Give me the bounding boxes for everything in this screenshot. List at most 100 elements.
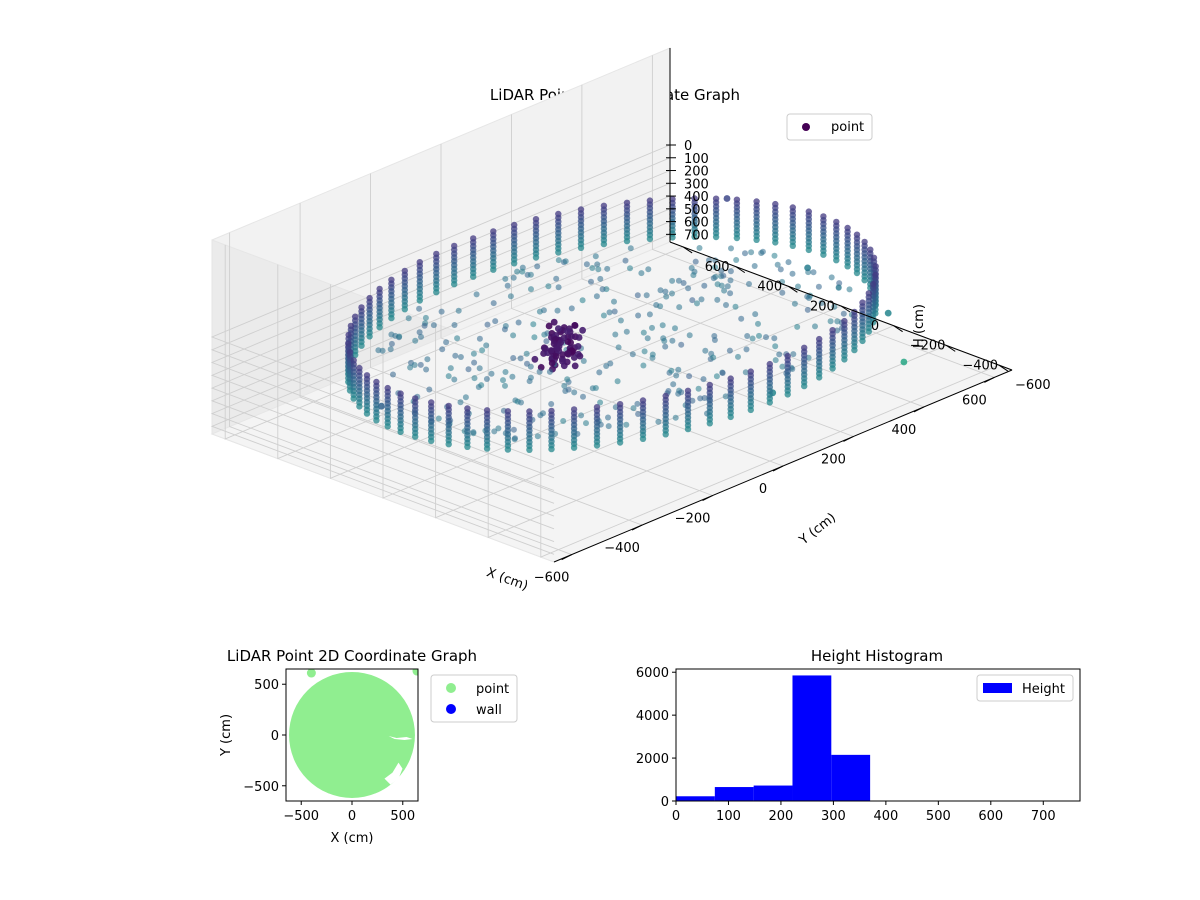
point-3d — [727, 290, 734, 297]
point-3d — [657, 287, 664, 294]
point-3d — [462, 394, 469, 401]
point-3d — [592, 385, 599, 391]
point-3d — [668, 367, 675, 374]
point-3d — [738, 315, 745, 322]
point-3d — [721, 287, 728, 294]
histogram-bar — [792, 675, 832, 801]
point-3d — [776, 351, 783, 358]
point-3d — [596, 369, 603, 376]
point-3d — [545, 322, 553, 330]
point-3d — [561, 382, 568, 389]
point-3d — [445, 373, 452, 380]
point-3d — [635, 411, 642, 417]
chart-3d-axes: −600 −400 −200 0 200 400 600 −600 −400 −200 0 200 40… — [534, 48, 1051, 586]
point-3d — [435, 415, 442, 422]
point-3d — [519, 268, 526, 275]
point-3d — [604, 265, 611, 272]
x-tick-label: −400 — [604, 541, 640, 556]
point-3d — [373, 417, 380, 424]
point-3d — [771, 335, 778, 342]
point-3d — [545, 283, 552, 290]
point-3d — [471, 359, 478, 366]
point-3d — [840, 310, 847, 317]
point-3d — [772, 239, 779, 246]
point-3d — [611, 298, 617, 305]
point-disc-2d — [289, 672, 415, 798]
grid-line-x — [299, 203, 643, 526]
point-3d — [794, 323, 801, 330]
histogram-bar — [831, 754, 871, 801]
point-3d — [675, 390, 682, 397]
histogram-legend: Height — [976, 674, 1074, 702]
point-3d — [526, 446, 533, 453]
x-tick-label-2d: 500 — [390, 809, 415, 824]
point-3d — [473, 291, 480, 298]
point-3d — [710, 275, 717, 282]
y-tick-mark — [788, 285, 798, 293]
chart-2d-legend-marker-point — [446, 683, 456, 693]
z-tick-label: 0 — [684, 139, 692, 154]
chart-height-histogram: Height Histogram 0 100 200 300 400 500 600 7000… — [636, 647, 1081, 824]
point-3d — [662, 343, 669, 350]
point-3d — [635, 312, 642, 319]
point-3d — [742, 369, 749, 376]
point-3d — [554, 307, 561, 314]
point-3d — [735, 353, 741, 360]
point-3d — [751, 263, 758, 269]
point-3d — [439, 346, 446, 353]
point-3d — [710, 354, 717, 361]
y-tick-label: −200 — [910, 339, 946, 354]
point-3d — [641, 348, 648, 355]
point-3d — [418, 333, 424, 340]
chart-2d-title: LiDAR Point 2D Coordinate Graph — [227, 647, 477, 665]
point-3d — [416, 329, 423, 336]
point-3d — [597, 399, 604, 406]
point-3d — [500, 377, 506, 384]
y-tick-label-hist: 2000 — [636, 752, 669, 767]
chart-2d-legend-label-wall: wall — [476, 703, 502, 718]
point-3d — [662, 431, 669, 438]
point-3d — [841, 356, 848, 363]
point-3d — [366, 333, 373, 340]
point-3d — [844, 263, 851, 270]
point-3d — [479, 347, 486, 354]
point-3d — [746, 281, 752, 287]
point-3d — [744, 333, 751, 339]
point-3d — [627, 265, 633, 272]
grid-line-x — [370, 173, 713, 496]
point-3d — [827, 318, 834, 325]
gap-2d — [384, 762, 403, 785]
point-3d — [638, 270, 645, 277]
grid-line-y — [435, 323, 894, 519]
point-3d — [514, 268, 521, 275]
point-3d — [378, 402, 385, 410]
y-tick-label: −600 — [1015, 378, 1051, 393]
point-3d — [719, 370, 726, 376]
point-3d — [407, 364, 414, 371]
point-3d — [523, 350, 530, 357]
grid-line-y — [540, 363, 999, 558]
point-3d — [639, 435, 647, 442]
point-3d — [701, 395, 708, 401]
y-tick-label: 600 — [705, 260, 730, 275]
point-3d — [790, 351, 797, 358]
histogram-legend-swatch — [983, 683, 1012, 693]
point-3d — [483, 342, 490, 349]
y-tick-label: 0 — [871, 319, 879, 334]
point-3d — [606, 309, 613, 316]
histogram-legend-frame — [976, 674, 1074, 702]
point-3d — [791, 300, 798, 307]
y-tick-mark — [893, 325, 903, 333]
point-3d — [597, 275, 604, 282]
x-tick-label: 600 — [962, 393, 987, 408]
grid-line-z — [210, 144, 671, 466]
point-3d — [643, 292, 650, 299]
grid-line-z — [210, 221, 671, 543]
point-3d — [851, 346, 858, 354]
chart-2d-legend: point wall — [430, 674, 518, 723]
point-3d — [388, 314, 395, 322]
point-3d — [718, 267, 725, 274]
point-3d — [550, 340, 558, 348]
point-3d — [562, 258, 569, 265]
point-3d — [616, 439, 624, 446]
